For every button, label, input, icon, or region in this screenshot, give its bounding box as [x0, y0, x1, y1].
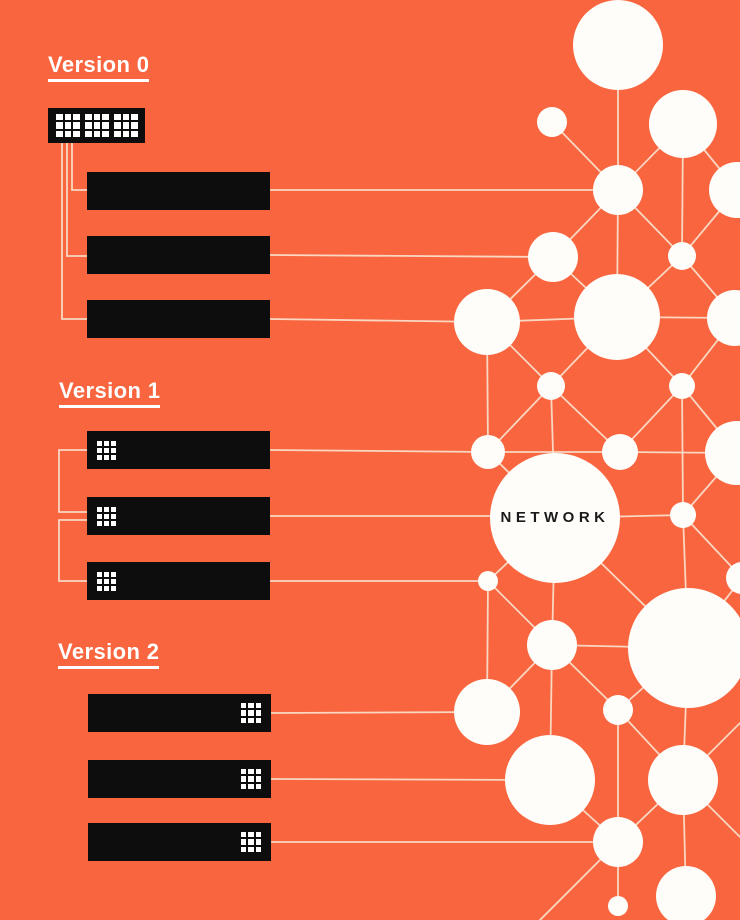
grid-icon	[241, 832, 261, 852]
version-0-bar-2	[87, 236, 270, 274]
grid-icon	[241, 769, 261, 789]
version-2-bar-1	[88, 694, 271, 732]
version-2-bar-2	[88, 760, 271, 798]
version-0-grid-box	[48, 108, 145, 143]
version-0-bar-1	[87, 172, 270, 210]
version-1-bar-2	[87, 497, 270, 535]
heading-version-1: Version 1	[59, 380, 161, 408]
grid-icon	[97, 440, 116, 460]
grid-icon	[241, 703, 261, 723]
version-1-bar-3	[87, 562, 270, 600]
version-0-bar-3	[87, 300, 270, 338]
heading-version-0: Version 0	[48, 54, 150, 82]
network-hub-label: NETWORK	[500, 509, 610, 526]
grid-icon	[85, 113, 109, 138]
version-2-bar-3	[88, 823, 271, 861]
grid-icon	[97, 506, 116, 526]
heading-version-2: Version 2	[58, 641, 160, 669]
grid-icon	[114, 113, 138, 138]
version-1-bar-1	[87, 431, 270, 469]
grid-icon	[56, 113, 80, 138]
grid-icon	[97, 571, 116, 591]
